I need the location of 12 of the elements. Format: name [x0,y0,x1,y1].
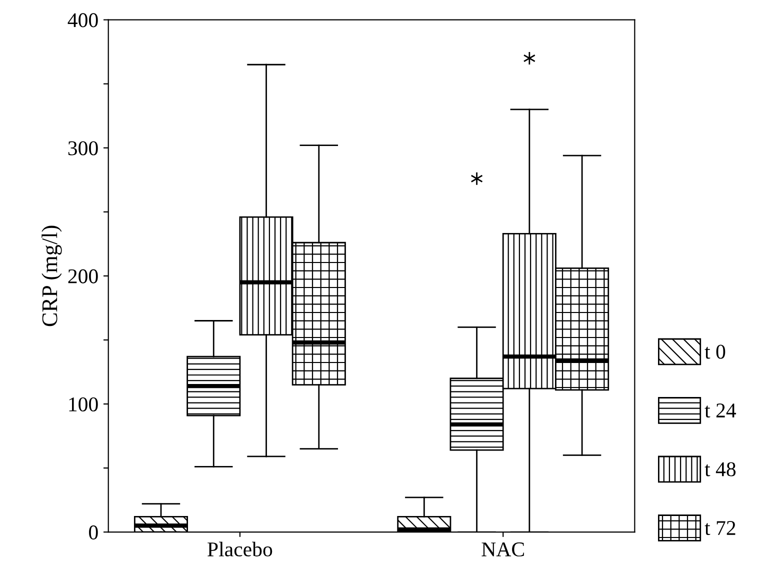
legend-label: t 24 [704,404,736,418]
legend-label: t 72 [704,521,736,536]
legend-label: t 48 [704,462,736,476]
y-tick-label: 400 [68,13,98,28]
legend-label: t 0 [704,344,726,359]
y-tick-label: 100 [69,397,98,412]
x-tick-label: NAC [482,542,524,556]
x-tick-label: Placebo [208,542,272,556]
y-axis-title: CRP (mg/l) [42,226,62,326]
y-tick-label: 0 [89,525,98,540]
y-tick-label: 200 [68,269,98,284]
y-tick-label: 300 [68,141,98,156]
